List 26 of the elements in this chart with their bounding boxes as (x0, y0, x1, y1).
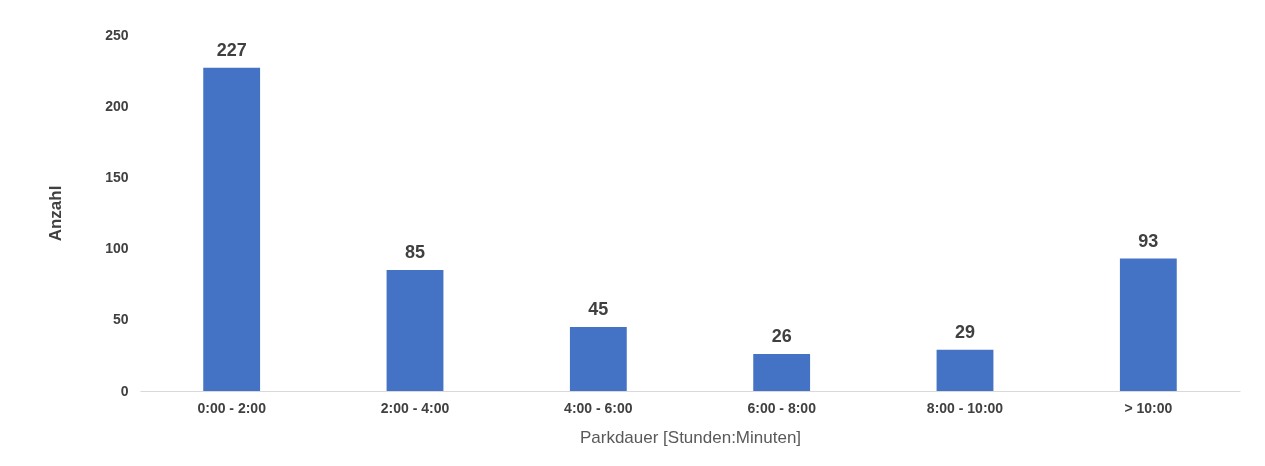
bar (203, 67, 261, 391)
y-tick-label: 200 (105, 97, 129, 114)
bar (936, 349, 994, 391)
bar (569, 326, 627, 391)
data-label: 26 (771, 325, 792, 346)
data-label: 93 (1138, 230, 1159, 251)
y-tick-label: 100 (105, 240, 129, 257)
x-tick-label: > 10:00 (1124, 399, 1173, 416)
x-tick-label: 8:00 - 10:00 (926, 399, 1004, 416)
x-tick-label: 4:00 - 6:00 (564, 399, 633, 416)
x-tick-label: 6:00 - 8:00 (747, 399, 817, 416)
x-axis-title: Parkdauer [Stunden:Minuten] (579, 427, 802, 447)
y-axis-title: Anzahl (46, 185, 66, 242)
bar (386, 269, 444, 391)
data-label: 85 (404, 241, 426, 262)
data-label: 227 (216, 39, 247, 60)
y-tick-label: 50 (112, 311, 129, 328)
x-tick-label: 2:00 - 4:00 (380, 399, 450, 416)
y-tick-label: 0 (120, 382, 129, 399)
bar (753, 353, 811, 391)
data-label: 29 (954, 321, 976, 342)
y-tick-label: 150 (105, 168, 129, 185)
y-tick-label: 250 (105, 26, 129, 43)
bar (1119, 258, 1177, 391)
x-tick-label: 0:00 - 2:00 (197, 399, 267, 416)
data-label: 45 (588, 298, 609, 319)
